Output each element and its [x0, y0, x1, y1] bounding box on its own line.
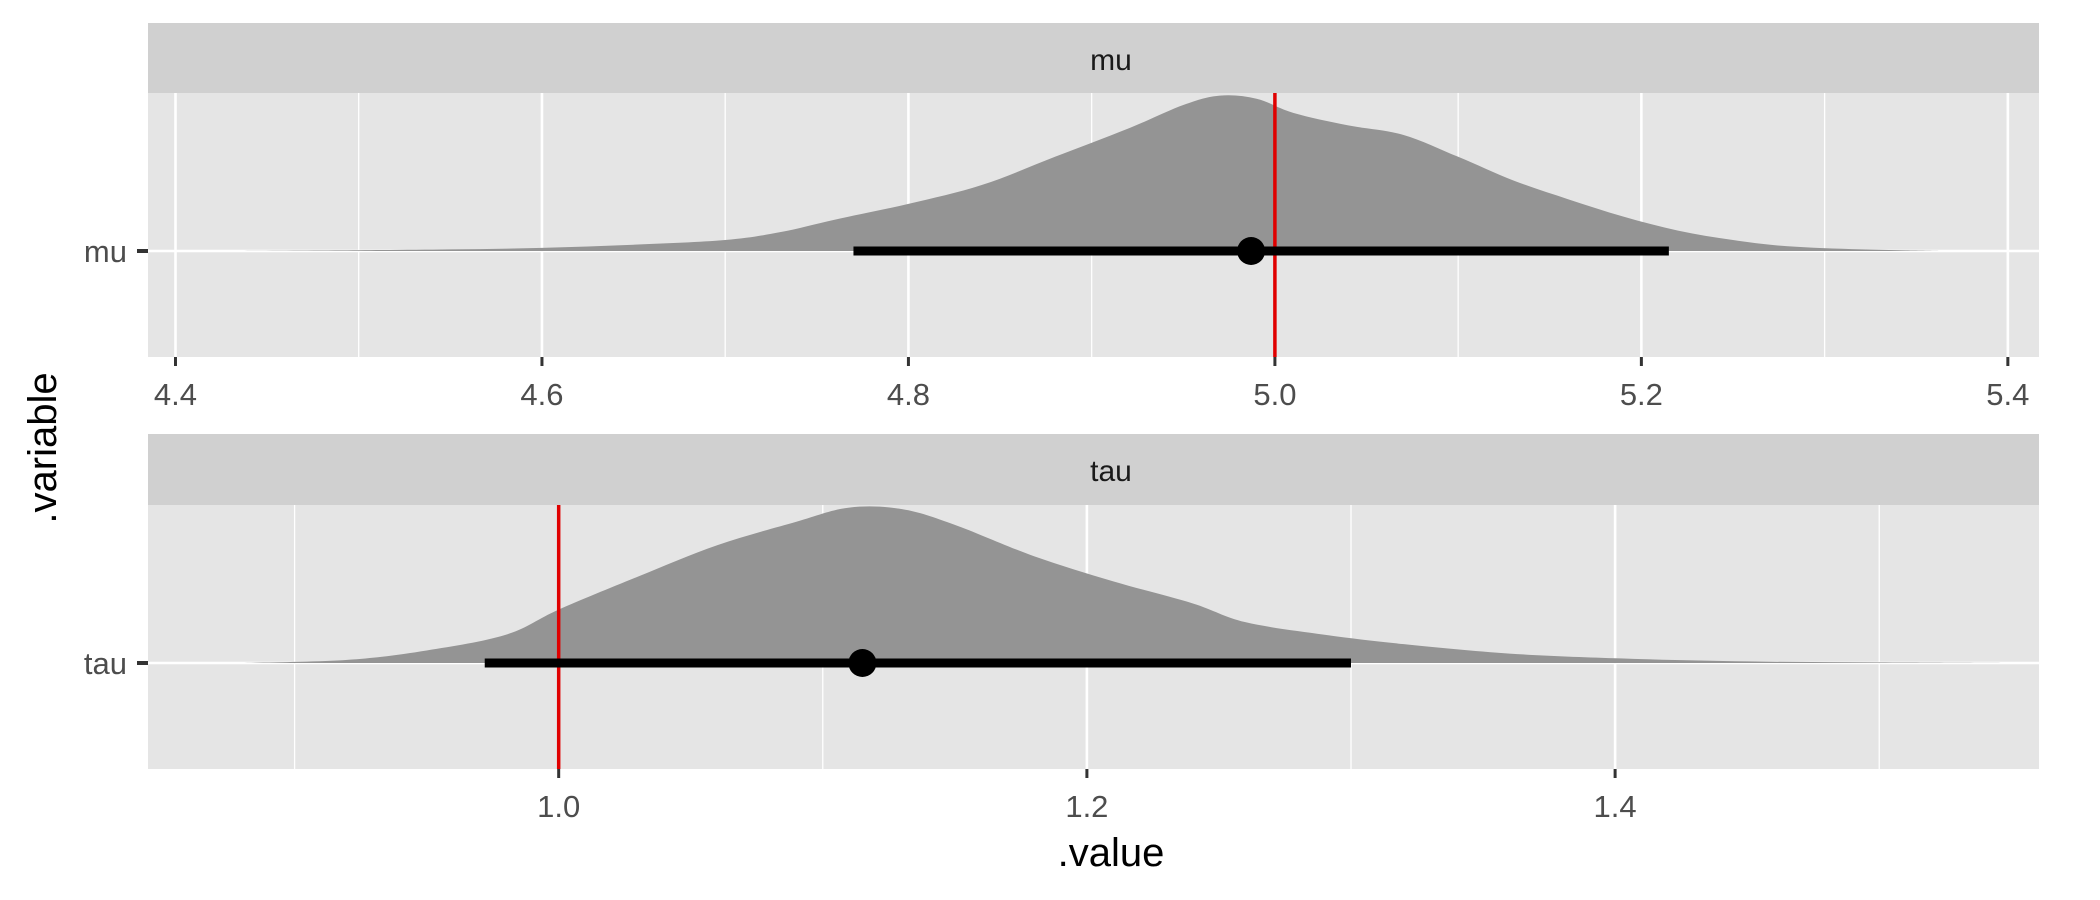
x-tick-label: 1.2	[1065, 789, 1108, 824]
x-tick-label: 1.0	[537, 789, 580, 824]
strip-tau-label: tau	[1090, 455, 1132, 488]
x-tick-label: 4.4	[154, 377, 197, 412]
strip-tau-background	[148, 434, 2039, 505]
panel-mu-x-axis: 4.4 4.6 4.8 5.0 5.2 5.4	[154, 357, 2029, 412]
strip-mu-label: mu	[1090, 44, 1132, 77]
x-tick-label: 5.4	[1986, 377, 2029, 412]
y-axis-title: .variable	[21, 372, 65, 523]
tau-point-estimate	[848, 649, 877, 677]
mu-point-estimate	[1237, 237, 1266, 265]
x-tick-label: 5.0	[1253, 377, 1296, 412]
panel-tau-x-axis: 1.0 1.2 1.4	[537, 769, 1637, 824]
strip-mu-background	[148, 23, 2039, 93]
x-axis-title: .value	[1058, 831, 1165, 875]
mu-density-area	[230, 95, 1941, 251]
mu-y-label: mu	[84, 234, 127, 269]
x-tick-label: 5.2	[1620, 377, 1663, 412]
x-tick-label: 4.6	[520, 377, 563, 412]
x-tick-label: 4.8	[887, 377, 930, 412]
panel-tau: tau tau 1.0 1.2 1.4	[84, 434, 2039, 824]
tau-density-area	[241, 506, 2012, 663]
tau-y-label: tau	[84, 646, 127, 681]
panel-mu: mu mu 4.4 4.6 4.8 5.0 5.2 5.4	[84, 23, 2039, 412]
x-tick-label: 1.4	[1594, 789, 1637, 824]
